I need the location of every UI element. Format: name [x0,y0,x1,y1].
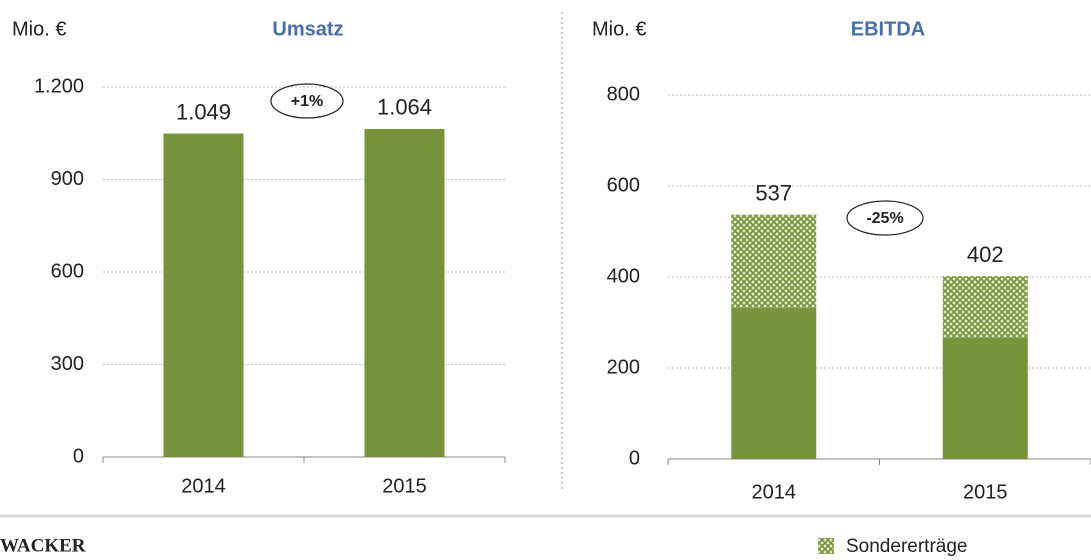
y-tick-label: 900 [51,168,84,190]
bar [163,133,244,457]
value-label: 1.064 [377,95,432,120]
legend-swatch [818,538,834,554]
y-tick-label: 0 [73,445,84,467]
x-tick-label: 2014 [181,475,226,497]
y-tick-label: 1.200 [34,75,84,97]
chart-title: Umsatz [272,18,343,40]
bar [364,128,445,457]
total-label: 402 [967,242,1004,267]
y-axis-label: Mio. € [12,18,66,40]
y-tick-label: 800 [607,83,640,105]
annotation-oval [270,83,344,119]
logo: WACKER [0,535,86,556]
bar-segment [731,214,817,308]
y-tick-label: 0 [629,447,640,469]
annotation: -25% [866,210,903,227]
value-label: 1.049 [176,99,231,124]
total-label: 537 [755,180,792,205]
legend-label: Sondererträge [846,536,967,557]
bar-segment [942,276,1028,338]
y-tick-label: 600 [607,174,640,196]
y-tick-label: 400 [607,265,640,287]
bar-segment [731,307,817,459]
x-tick-label: 2015 [382,475,427,497]
x-tick-label: 2014 [752,481,797,503]
y-tick-label: 200 [607,356,640,378]
bar-segment [942,337,1028,459]
chart-title: EBITDA [851,18,925,40]
x-tick-label: 2015 [963,481,1008,503]
annotation-oval [846,200,924,236]
y-tick-label: 600 [51,260,84,282]
y-axis-label: Mio. € [592,18,646,40]
annotation: +1% [291,93,323,110]
y-tick-label: 300 [51,353,84,375]
